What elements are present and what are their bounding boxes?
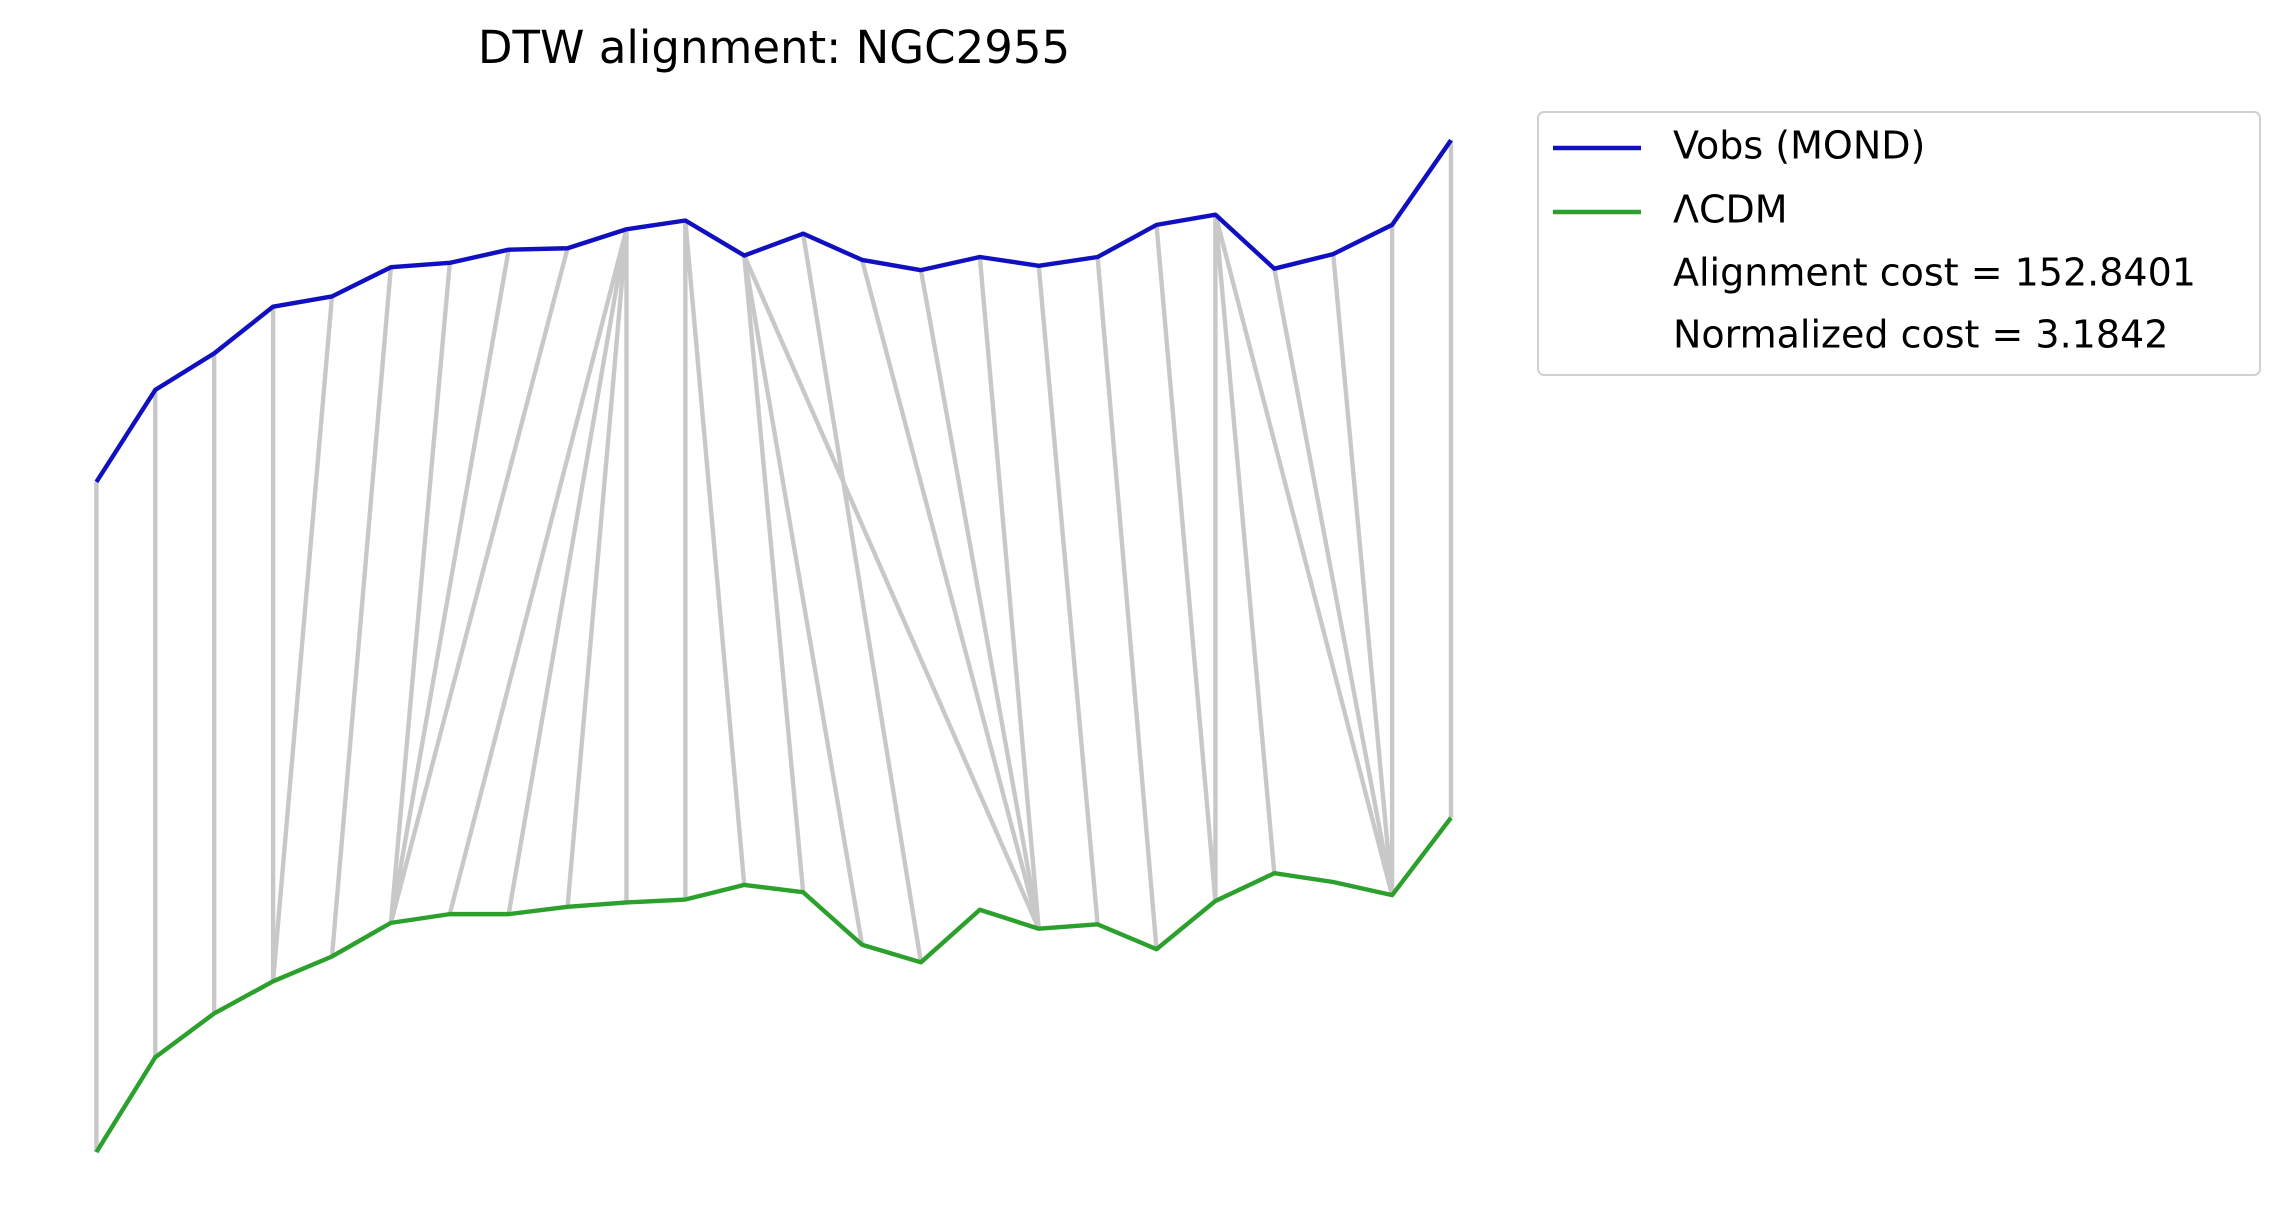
- alignment-line: [270, 296, 335, 982]
- alignment-line: [1213, 214, 1277, 874]
- alignment-line: [565, 229, 629, 908]
- alignment-line: [447, 228, 629, 915]
- legend-box: [1537, 111, 2261, 376]
- alignment-line: [506, 228, 629, 915]
- series-line: [94, 138, 1453, 484]
- series-line: [94, 816, 1453, 1154]
- alignment-line: [918, 269, 1041, 930]
- alignment-line: [388, 262, 452, 924]
- alignment-line: [800, 233, 924, 963]
- alignment-line: [1272, 268, 1395, 896]
- alignment-line: [1036, 265, 1100, 925]
- annotation: Normalized cost = 3.1842: [1673, 313, 2168, 357]
- alignment-line: [388, 247, 570, 924]
- alignment-line: [683, 220, 747, 886]
- alignment-line: [388, 249, 511, 924]
- alignment-line: [1331, 253, 1395, 896]
- chart-title: DTW alignment: NGC2955: [478, 21, 1070, 74]
- alignment-line: [1095, 256, 1159, 950]
- alignment-line: [742, 255, 806, 893]
- alignment-line: [977, 256, 1041, 929]
- alignment-line: [742, 255, 865, 946]
- alignment-line: [1213, 214, 1395, 896]
- alignment-line: [859, 259, 1041, 930]
- legend-label: Vobs (MOND): [1673, 124, 1925, 168]
- alignment-line: [329, 267, 394, 957]
- alignment-line: [1154, 224, 1218, 902]
- annotation: Alignment cost = 152.8401: [1673, 251, 2196, 295]
- legend-label: ΛCDM: [1673, 188, 1788, 232]
- alignment-line: [742, 254, 1041, 930]
